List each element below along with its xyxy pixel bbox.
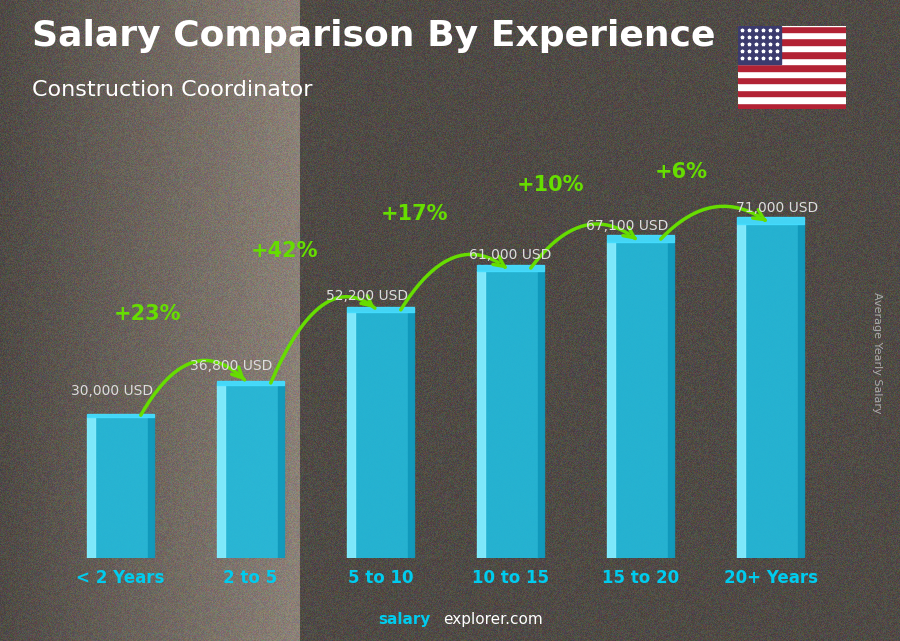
Bar (86, 417, 154, 558)
Bar (86, 413, 154, 417)
Bar (738, 77, 846, 83)
Bar (738, 96, 846, 103)
Text: 71,000 USD: 71,000 USD (736, 201, 818, 215)
Bar (537, 271, 544, 558)
Bar (217, 381, 284, 385)
Bar (737, 224, 805, 558)
Text: Average Yearly Salary: Average Yearly Salary (872, 292, 883, 413)
Bar (148, 417, 154, 558)
Bar (737, 224, 745, 558)
Bar (607, 242, 674, 558)
Text: +17%: +17% (381, 204, 448, 224)
Bar (607, 235, 674, 242)
Bar (738, 90, 846, 96)
Bar (86, 417, 95, 558)
Text: +23%: +23% (114, 304, 182, 324)
Bar (346, 312, 356, 558)
Bar (277, 385, 284, 558)
Bar (738, 58, 846, 64)
Text: Construction Coordinator: Construction Coordinator (32, 80, 312, 100)
Bar (477, 265, 544, 271)
Bar (477, 271, 485, 558)
Text: 67,100 USD: 67,100 USD (586, 219, 669, 233)
Text: 36,800 USD: 36,800 USD (190, 359, 272, 373)
Bar (477, 271, 544, 558)
Bar (738, 45, 846, 51)
Text: +42%: +42% (250, 240, 318, 261)
Bar (408, 312, 414, 558)
Bar (738, 83, 846, 90)
Text: 52,200 USD: 52,200 USD (327, 289, 409, 303)
Bar (738, 64, 846, 71)
Bar (738, 51, 846, 58)
Bar (738, 26, 846, 32)
Bar (217, 385, 226, 558)
Bar (346, 307, 414, 312)
Text: Salary Comparison By Experience: Salary Comparison By Experience (32, 19, 715, 53)
Bar (737, 217, 805, 224)
Bar (738, 19, 846, 26)
Bar (346, 312, 414, 558)
Bar (738, 38, 846, 45)
Bar (738, 26, 781, 64)
Text: +6%: +6% (654, 162, 707, 181)
Bar (738, 32, 846, 38)
Text: salary: salary (378, 612, 430, 627)
Text: 30,000 USD: 30,000 USD (71, 384, 153, 398)
Bar (797, 224, 805, 558)
Text: explorer.com: explorer.com (443, 612, 543, 627)
Bar (607, 242, 616, 558)
Text: 61,000 USD: 61,000 USD (469, 247, 552, 262)
Bar (668, 242, 674, 558)
Bar (217, 385, 284, 558)
Bar (738, 71, 846, 77)
Bar (738, 103, 846, 109)
Text: +10%: +10% (518, 175, 585, 196)
